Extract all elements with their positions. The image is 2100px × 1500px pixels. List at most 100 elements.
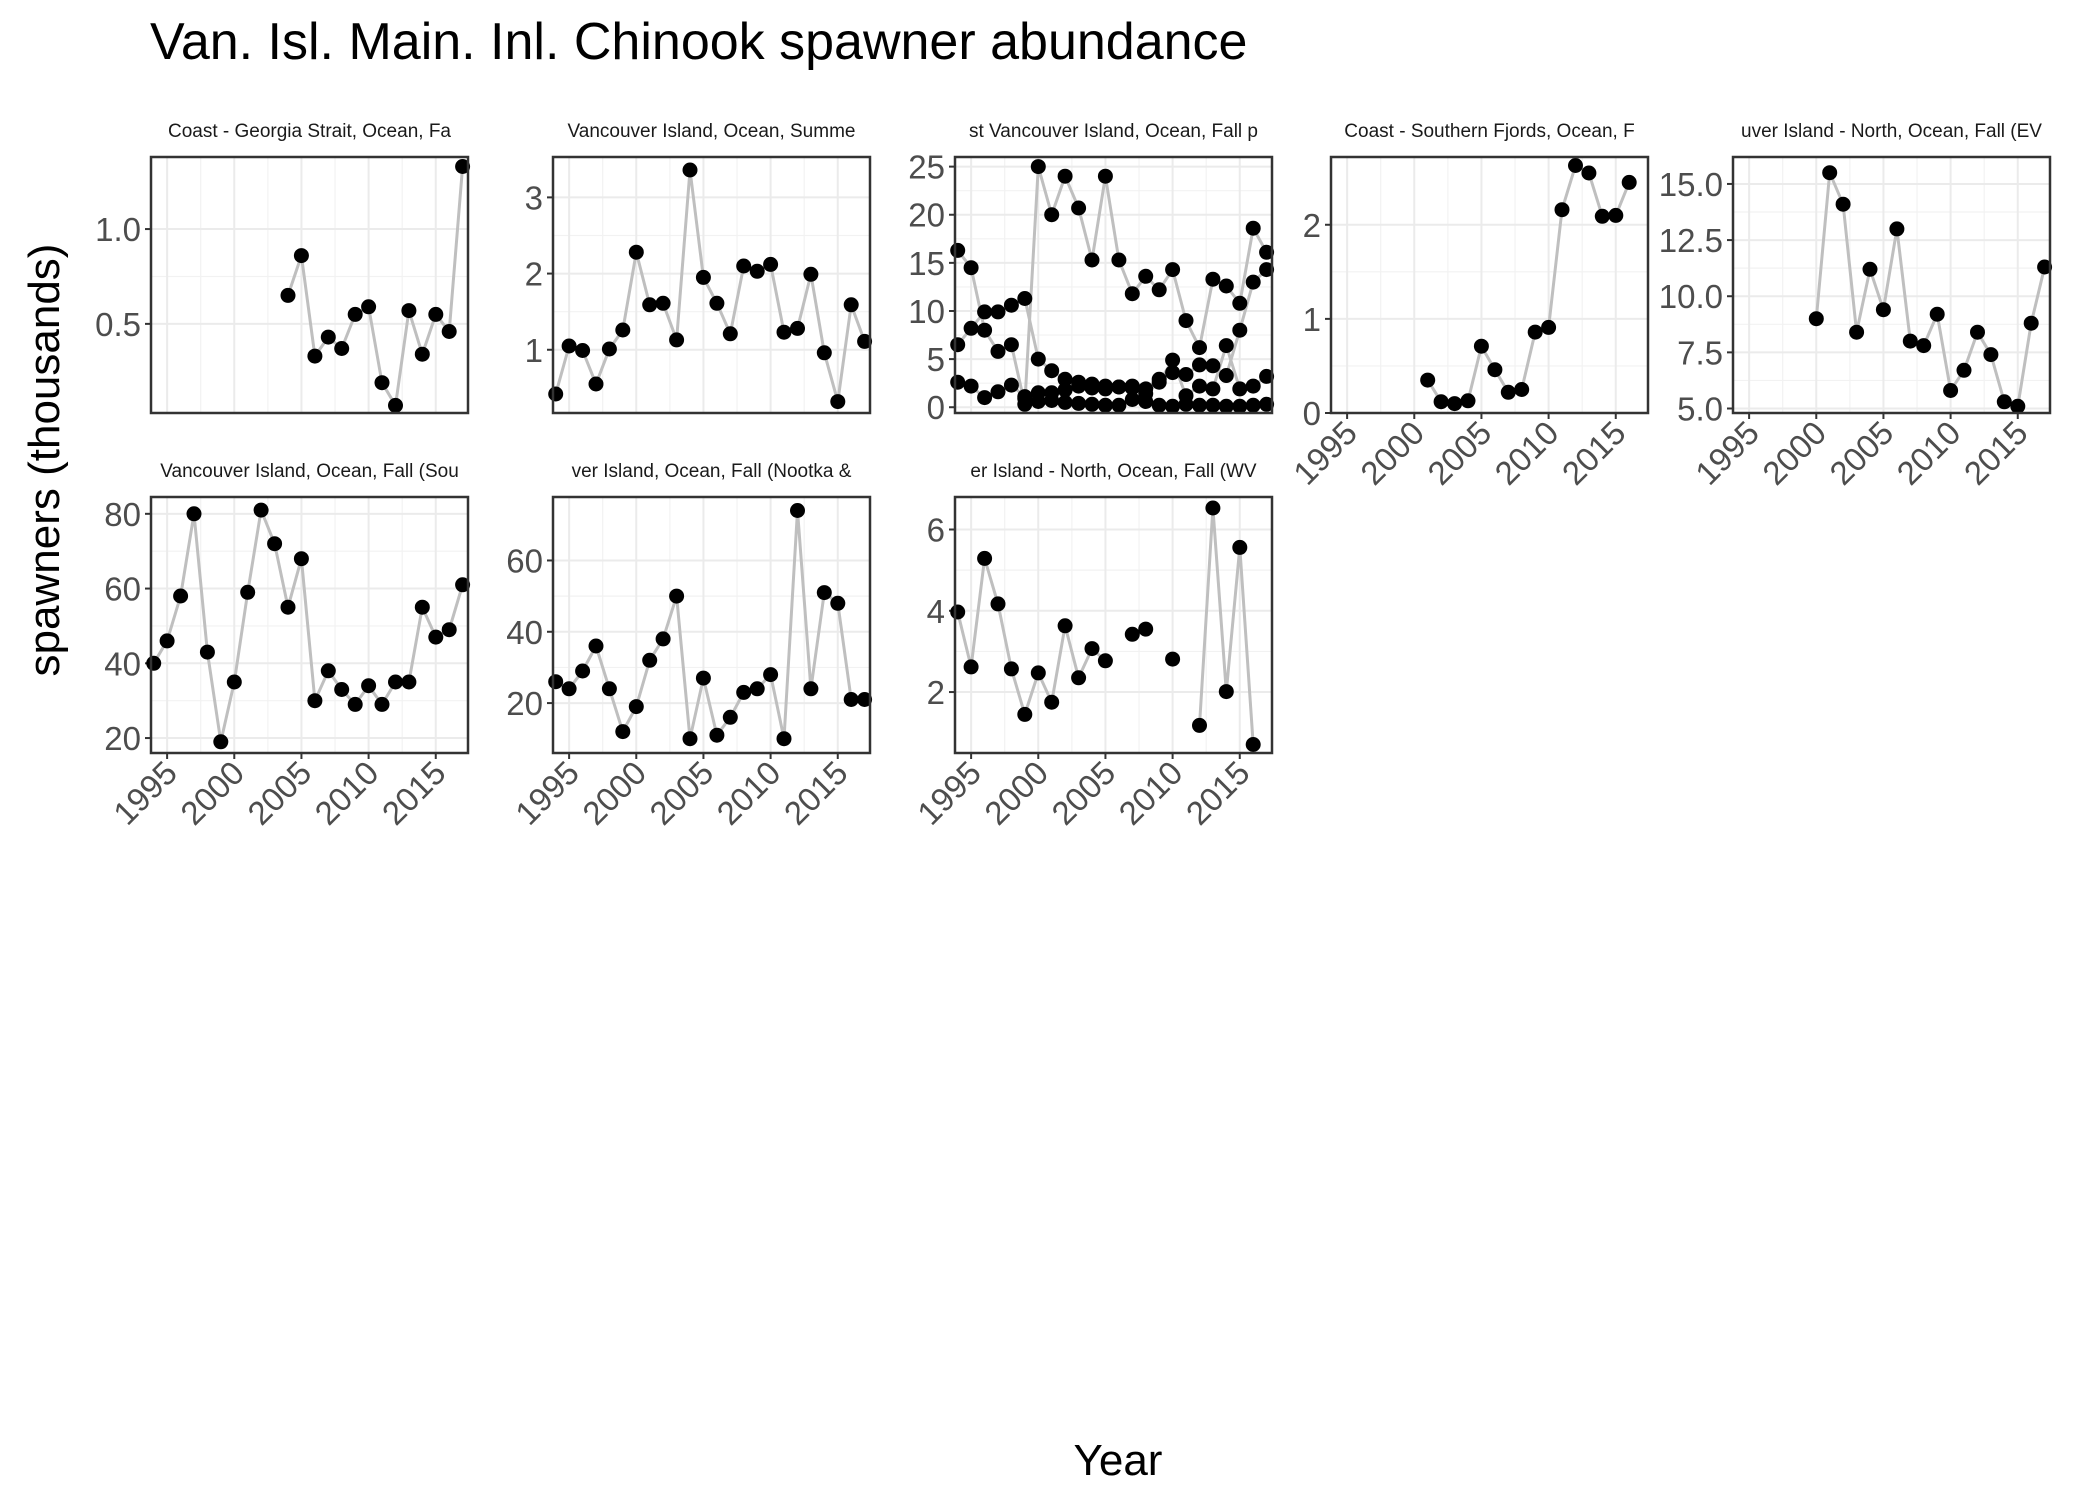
data-point [173, 588, 189, 604]
data-point [293, 551, 309, 567]
data-point [695, 670, 711, 686]
data-point [1554, 202, 1570, 218]
data-point [1165, 352, 1181, 368]
data-point [2010, 398, 2026, 414]
data-point [1017, 706, 1033, 722]
data-point [950, 337, 966, 353]
data-point [1420, 372, 1436, 388]
x-tick-label: 1995 [508, 754, 586, 832]
data-point [615, 322, 631, 338]
data-point [1259, 368, 1275, 384]
y-tick-label: 20 [104, 720, 141, 757]
data-point [1996, 394, 2012, 410]
data-point [1205, 358, 1221, 374]
y-tick-label: 2 [525, 256, 543, 293]
data-point [1165, 365, 1181, 381]
data-point [1057, 394, 1073, 410]
y-tick-label: 2 [1303, 207, 1321, 244]
x-tick-label: 2015 [1957, 414, 2035, 492]
data-point [682, 162, 698, 178]
data-point [1003, 297, 1019, 313]
data-point [1084, 376, 1100, 392]
data-point [695, 269, 711, 285]
data-point [1205, 397, 1221, 413]
data-point [950, 604, 966, 620]
data-point [280, 287, 296, 303]
data-point [588, 638, 604, 654]
data-point [1232, 381, 1248, 397]
data-point [601, 341, 617, 357]
panel-border [1329, 155, 1650, 415]
x-tick-label: 2000 [1353, 414, 1431, 492]
data-point [830, 394, 846, 410]
data-point [226, 674, 242, 690]
data-point [1232, 398, 1248, 414]
panel-strip-label: uver Island - North, Ocean, Fall (EV [1741, 121, 2042, 142]
panel-3: st Vancouver Island, Ocean, Fall p 0 5 10 15… [908, 121, 1275, 426]
data-point [1124, 626, 1140, 642]
data-point [267, 536, 283, 552]
data-point [1943, 383, 1959, 398]
panel-border [1731, 155, 2052, 415]
data-point [669, 332, 685, 348]
data-point [320, 329, 336, 345]
data-point [615, 724, 631, 740]
data-point [655, 295, 671, 311]
panel-border [953, 495, 1274, 755]
data-point [347, 696, 363, 712]
panel-1: Coast - Georgia Strait, Ocean, Fa 0.5 1.0 [95, 121, 471, 415]
data-point [1111, 379, 1127, 395]
data-point [1057, 168, 1073, 184]
data-point [1030, 665, 1046, 681]
data-point [1003, 661, 1019, 677]
data-point [1822, 165, 1838, 181]
data-point [240, 584, 256, 600]
data-point [1030, 351, 1046, 367]
x-tick-label: 2015 [1179, 754, 1257, 832]
data-point [1259, 396, 1275, 412]
data-point [293, 248, 309, 264]
data-point [977, 390, 993, 406]
x-tick-label: 2010 [1889, 414, 1967, 492]
data-point [655, 631, 671, 647]
data-point [361, 678, 377, 694]
data-point [1057, 618, 1073, 634]
x-tick-label: 2000 [173, 754, 251, 832]
data-point [1862, 261, 1878, 277]
data-point [186, 506, 202, 522]
data-point [1097, 168, 1113, 184]
panel-background [151, 157, 468, 413]
data-point [749, 263, 765, 279]
data-point [401, 303, 417, 319]
data-point [990, 343, 1006, 359]
x-tick-label: 2005 [1822, 414, 1900, 492]
data-point [736, 258, 752, 274]
data-point [977, 550, 993, 566]
data-point [1245, 737, 1261, 752]
data-point [575, 343, 591, 358]
panel-strip-label: Vancouver Island, Ocean, Summe [568, 121, 856, 142]
data-point [1017, 291, 1033, 306]
y-tick-label: 40 [506, 614, 543, 651]
y-tick-label: 6 [927, 512, 945, 549]
data-point [1165, 398, 1181, 414]
panel-strip-label: Vancouver Island, Ocean, Fall (Sou [160, 461, 459, 482]
y-tick-label: 1.0 [95, 211, 141, 248]
data-point [1044, 207, 1060, 223]
data-point [977, 322, 993, 338]
x-tick-label: 2015 [777, 754, 855, 832]
data-point [963, 320, 979, 336]
data-point [763, 667, 779, 683]
data-point [628, 699, 644, 715]
data-point [1151, 374, 1167, 390]
data-point [1138, 621, 1154, 637]
data-point [1487, 362, 1503, 378]
panel-background [955, 497, 1272, 753]
data-point [1124, 380, 1140, 396]
x-tick-label: 2010 [709, 754, 787, 832]
panel-background [553, 157, 870, 413]
data-point [803, 681, 819, 697]
data-point [548, 674, 564, 690]
data-point [1151, 397, 1167, 413]
data-point [334, 341, 350, 356]
